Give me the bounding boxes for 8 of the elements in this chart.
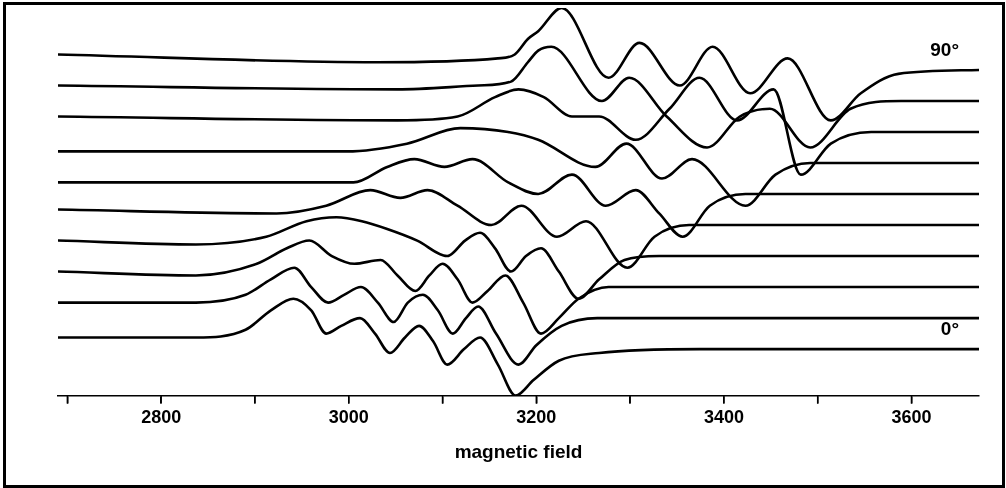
x-tick-label: 3200: [516, 407, 557, 428]
x-tick-label: 3600: [891, 407, 932, 428]
x-tick-label: 3400: [703, 407, 744, 428]
x-tick-label: 2800: [141, 407, 182, 428]
x-tick-label: 3000: [328, 407, 369, 428]
series-label: 90°: [930, 38, 959, 60]
series-label: 0°: [940, 317, 959, 339]
x-axis-title: magnetic field: [454, 440, 583, 462]
